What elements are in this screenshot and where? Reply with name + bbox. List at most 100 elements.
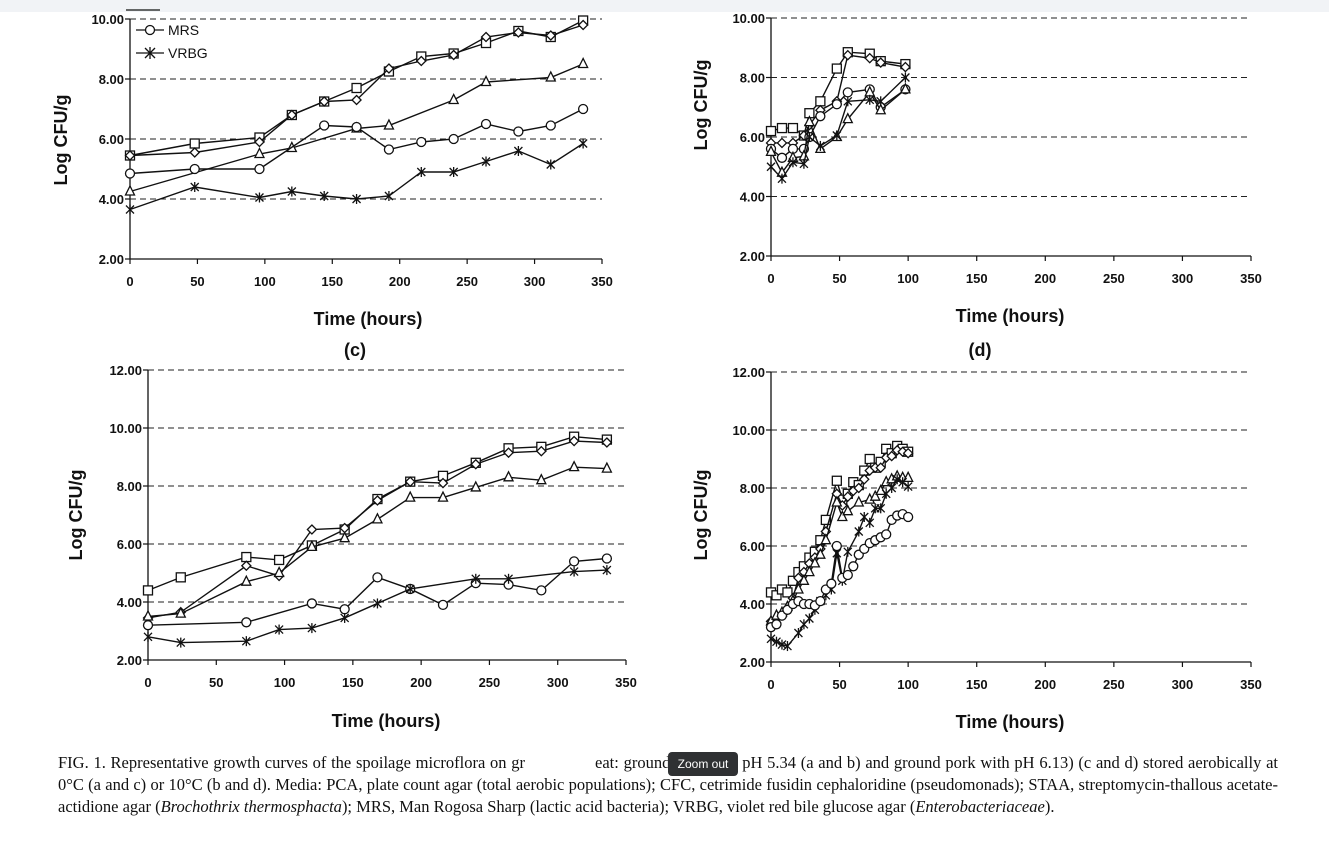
data-point bbox=[142, 585, 154, 596]
data-point bbox=[766, 633, 776, 644]
panel-c-title: (c) bbox=[344, 340, 366, 360]
data-point bbox=[865, 94, 875, 105]
y-tick-label: 4.00 bbox=[740, 597, 765, 612]
data-point bbox=[255, 192, 264, 203]
data-point bbox=[776, 137, 788, 149]
data-point bbox=[820, 533, 832, 545]
data-point bbox=[777, 639, 787, 650]
data-point bbox=[875, 103, 887, 115]
data-point bbox=[864, 453, 875, 465]
zoom-out-tooltip[interactable]: Zoom out bbox=[668, 752, 738, 776]
data-point bbox=[787, 122, 799, 134]
x-tick-label: 0 bbox=[126, 274, 133, 289]
legend: MRS VRBG bbox=[126, 9, 208, 61]
data-point bbox=[577, 103, 589, 115]
x-tick-label: 250 bbox=[456, 274, 478, 289]
data-point bbox=[568, 435, 580, 447]
data-point bbox=[274, 624, 284, 635]
data-point bbox=[601, 553, 613, 564]
y-tick-label: 8.00 bbox=[99, 72, 124, 87]
data-point bbox=[803, 565, 815, 577]
data-point bbox=[545, 30, 557, 41]
series-circle bbox=[765, 508, 914, 633]
data-point bbox=[568, 460, 580, 472]
x-tick-label: 50 bbox=[190, 274, 204, 289]
data-point bbox=[814, 547, 826, 559]
data-point bbox=[886, 450, 898, 462]
x-tick-label: 350 bbox=[591, 274, 613, 289]
data-point bbox=[898, 477, 908, 488]
data-point bbox=[831, 495, 843, 507]
caption-part-4: ). bbox=[1044, 797, 1055, 816]
data-point bbox=[842, 504, 854, 516]
data-point bbox=[826, 578, 837, 589]
data-point bbox=[577, 19, 589, 31]
panel-c-ylabel: Log CFU/g bbox=[66, 470, 86, 561]
data-point bbox=[545, 70, 557, 82]
data-point bbox=[777, 173, 787, 184]
data-point bbox=[253, 147, 266, 159]
data-point bbox=[765, 144, 777, 157]
y-tick-label: 2.00 bbox=[740, 249, 765, 264]
data-point bbox=[307, 623, 317, 634]
panel-top-left-xlabel: Time (hours) bbox=[314, 309, 423, 329]
y-tick-label: 8.00 bbox=[740, 481, 765, 496]
figure-svg: Log CFU/g Time (hours) 2.00 4.00 6.00 8.00 1… bbox=[51, 9, 1262, 732]
panel-d: (d) Log CFU/g Time (hours) 2.00 4.00 6.00 8… bbox=[691, 340, 1262, 732]
data-point bbox=[404, 476, 416, 488]
panel-c-plot: 2.00 4.00 6.00 8.00 10.00 12.00 0 50 100 150 200 25… bbox=[109, 363, 636, 690]
data-point bbox=[881, 529, 892, 540]
x-tick-label: 100 bbox=[254, 274, 276, 289]
y-tick-label: 2.00 bbox=[99, 252, 124, 267]
data-point bbox=[481, 156, 491, 167]
x-tick-label: 200 bbox=[1034, 271, 1056, 286]
caption-part-1: FIG. 1. Representative growth curves of … bbox=[58, 753, 526, 772]
data-point bbox=[820, 514, 832, 526]
data-point bbox=[504, 573, 514, 584]
data-point bbox=[318, 96, 330, 107]
data-point bbox=[776, 152, 788, 163]
data-point bbox=[372, 572, 383, 583]
x-tick-label: 200 bbox=[1034, 677, 1056, 692]
data-point bbox=[384, 191, 394, 201]
panel-top-left-ylabel: Log CFU/g bbox=[51, 95, 71, 186]
data-point bbox=[899, 61, 911, 73]
data-point bbox=[776, 122, 788, 134]
panel-top-right-xlabel: Time (hours) bbox=[956, 306, 1065, 326]
series-line bbox=[147, 466, 607, 618]
panel-d-ylabel: Log CFU/g bbox=[691, 470, 711, 561]
data-point bbox=[793, 628, 803, 638]
x-tick-label: 200 bbox=[410, 675, 432, 690]
data-point bbox=[470, 458, 482, 470]
x-tick-label: 150 bbox=[342, 675, 364, 690]
caption-part-2: eat: ground beef with pH 5.34 (a and b) … bbox=[58, 753, 1278, 816]
data-point bbox=[383, 118, 395, 130]
data-point bbox=[448, 93, 460, 105]
data-point bbox=[254, 163, 265, 175]
data-point bbox=[853, 495, 865, 507]
data-point bbox=[601, 437, 613, 448]
data-point bbox=[799, 158, 809, 169]
data-point bbox=[340, 612, 350, 623]
data-point bbox=[902, 447, 914, 459]
data-point bbox=[352, 194, 362, 204]
x-tick-label: 50 bbox=[832, 677, 846, 692]
x-tick-label: 350 bbox=[615, 675, 637, 690]
legend-mrs-marker bbox=[144, 24, 156, 36]
series-diamond bbox=[124, 19, 589, 161]
data-point bbox=[864, 52, 876, 64]
series-triangle bbox=[142, 460, 613, 621]
data-point bbox=[372, 598, 382, 609]
data-point bbox=[831, 540, 842, 552]
series-circle bbox=[142, 553, 613, 631]
data-point bbox=[471, 573, 481, 584]
data-point bbox=[240, 574, 252, 586]
data-point bbox=[351, 121, 362, 133]
series-line bbox=[147, 557, 607, 626]
data-point bbox=[854, 526, 864, 537]
legend-vrbg-marker bbox=[144, 47, 156, 59]
data-point bbox=[815, 111, 826, 122]
data-point bbox=[512, 27, 524, 38]
y-tick-label: 10.00 bbox=[732, 423, 765, 438]
data-point bbox=[470, 480, 482, 492]
